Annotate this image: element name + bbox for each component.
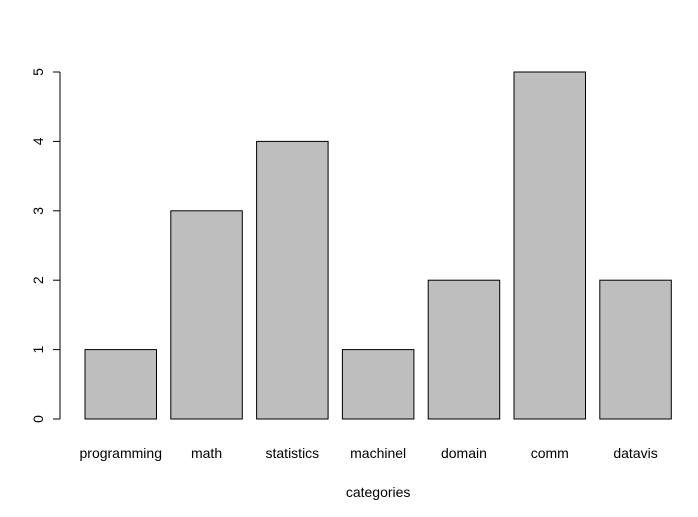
category-label: domain <box>441 445 487 461</box>
category-labels: programming math statistics machinel domain c… <box>80 445 658 461</box>
category-label: math <box>191 445 222 461</box>
y-tick-label: 1 <box>30 345 46 353</box>
bar-comm <box>513 71 586 420</box>
y-tick-label: 4 <box>30 137 46 145</box>
category-label: programming <box>80 445 162 461</box>
bar-statistics <box>256 140 329 420</box>
category-label: comm <box>531 445 569 461</box>
y-tick-label: 5 <box>30 68 46 76</box>
bar-machinel <box>341 349 415 420</box>
category-label: machinel <box>350 445 406 461</box>
bars-group <box>84 71 672 420</box>
category-label: statistics <box>266 445 320 461</box>
y-tick-label: 0 <box>30 415 46 423</box>
y-axis: 0 1 2 3 4 5 <box>30 68 61 423</box>
y-tick-label: 3 <box>30 207 46 215</box>
bar-datavis <box>599 279 672 420</box>
bar-programming <box>84 349 157 420</box>
x-axis-title: categories <box>346 484 411 500</box>
y-tick-label: 2 <box>30 276 46 284</box>
bar-math <box>170 210 243 420</box>
category-label: datavis <box>613 445 657 461</box>
bar-domain <box>427 279 501 420</box>
